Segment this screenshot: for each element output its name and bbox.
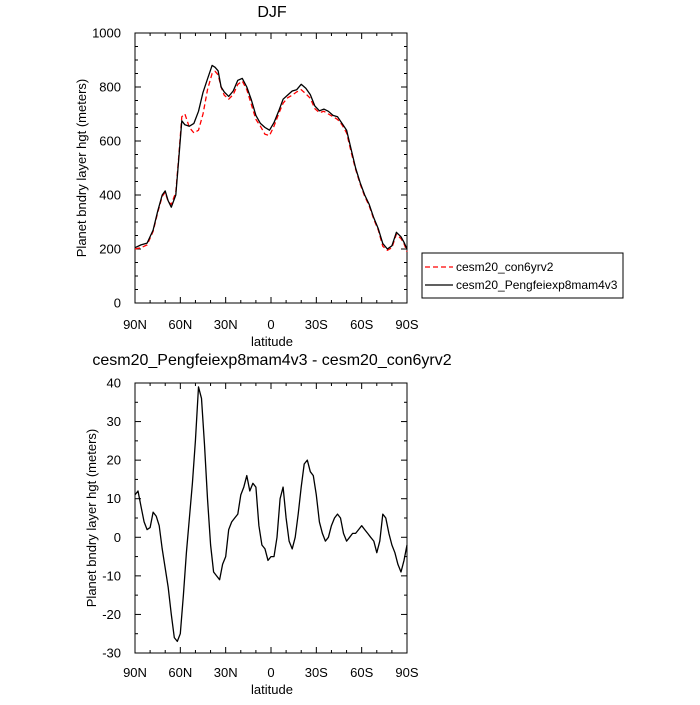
bottom-y-tick-label: 20 bbox=[107, 453, 121, 468]
top-x-tick-label: 90S bbox=[395, 317, 418, 332]
bottom-y-tick-label: -10 bbox=[102, 568, 121, 583]
legend-box bbox=[421, 252, 624, 299]
top-x-tick-label: 60S bbox=[350, 317, 373, 332]
top-chart-title: DJF bbox=[257, 4, 287, 21]
legend: cesm20_con6yrv2 cesm20_Pengfeiexp8mam4v3 bbox=[421, 252, 624, 299]
bottom-plot-frame bbox=[134, 382, 408, 654]
bottom-chart-title: cesm20_Pengfeiexp8mam4v3 - cesm20_con6yr… bbox=[92, 352, 451, 369]
top-minor-ticks bbox=[135, 33, 407, 303]
bottom-x-tick-label: 90S bbox=[395, 665, 418, 680]
top-series-lines bbox=[134, 64, 408, 252]
bottom-y-tick-label: -20 bbox=[102, 607, 121, 622]
top-y-tick-label: 1000 bbox=[92, 26, 121, 41]
top-x-axis-title: latitude bbox=[251, 334, 293, 349]
top-x-tick-label: 90N bbox=[123, 317, 147, 332]
bottom-x-tick-label: 90N bbox=[123, 665, 147, 680]
bottom-y-tick-label: 40 bbox=[107, 376, 121, 391]
top-x-tick-label: 30S bbox=[305, 317, 328, 332]
top-series-line-cesm20-con6yrv2 bbox=[134, 70, 408, 252]
legend-label-con6yrv2: cesm20_con6yrv2 bbox=[456, 260, 554, 274]
legend-label-pengfeiexp8mam4v3: cesm20_Pengfeiexp8mam4v3 bbox=[456, 278, 618, 292]
bottom-x-tick-label: 30N bbox=[214, 665, 238, 680]
bottom-x-tick-label: 30S bbox=[305, 665, 328, 680]
bottom-chart-panel: cesm20_Pengfeiexp8mam4v3 - cesm20_con6yr… bbox=[84, 352, 452, 697]
bottom-y-tick-label: 10 bbox=[107, 491, 121, 506]
top-y-axis-title: Planet bndry layer hgt (meters) bbox=[74, 79, 89, 257]
bottom-minor-ticks bbox=[135, 383, 407, 653]
top-y-tick-label: 0 bbox=[114, 296, 121, 311]
top-plot-frame bbox=[134, 32, 408, 304]
bottom-y-tick-label: 0 bbox=[114, 530, 121, 545]
bottom-y-axis-title: Planet bndry layer hgt (meters) bbox=[84, 429, 99, 607]
bottom-y-tick-label: 30 bbox=[107, 414, 121, 429]
bottom-y-tick-label: -30 bbox=[102, 646, 121, 661]
bottom-y-ticks bbox=[135, 382, 407, 654]
bottom-x-tick-label: 60S bbox=[350, 665, 373, 680]
bottom-x-ticks bbox=[134, 383, 408, 653]
top-series-line-cesm20-pengfeiexp8mam4v3 bbox=[134, 64, 408, 250]
bottom-series-lines bbox=[134, 386, 408, 643]
top-x-ticks bbox=[134, 33, 408, 303]
bottom-series-line-difference bbox=[134, 386, 408, 643]
top-y-ticks bbox=[135, 32, 407, 304]
bottom-x-tick-label: 60N bbox=[168, 665, 192, 680]
top-x-tick-label: 60N bbox=[168, 317, 192, 332]
top-chart-panel: DJF 90N 60N 30N 0 30S 60S 90S 0 200 400 … bbox=[74, 4, 419, 349]
top-y-tick-label: 200 bbox=[99, 242, 121, 257]
bottom-x-axis-title: latitude bbox=[251, 682, 293, 697]
top-y-tick-label: 400 bbox=[99, 188, 121, 203]
top-y-tick-label: 600 bbox=[99, 134, 121, 149]
top-x-tick-label: 0 bbox=[267, 317, 274, 332]
top-y-tick-label: 800 bbox=[99, 80, 121, 95]
bottom-x-tick-label: 0 bbox=[267, 665, 274, 680]
top-x-tick-label: 30N bbox=[214, 317, 238, 332]
